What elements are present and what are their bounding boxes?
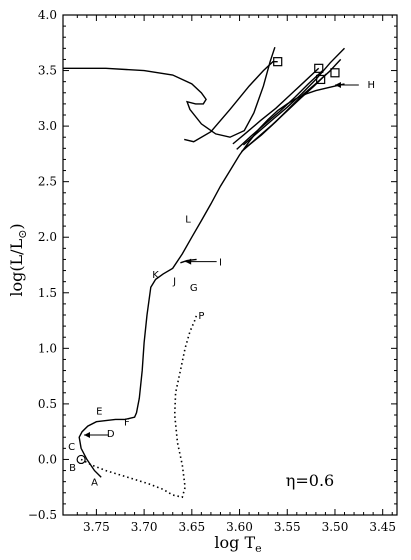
- arrow-head: [334, 82, 341, 88]
- x-tick-label: 3.55: [274, 520, 301, 534]
- point-label-b: B: [69, 463, 76, 474]
- point-label-j: J: [172, 277, 176, 288]
- y-tick-label: 0.0: [38, 452, 57, 466]
- track-line: [184, 61, 278, 143]
- x-axis-title: log Te: [214, 533, 261, 555]
- point-label-l: L: [185, 214, 191, 225]
- square-marker: [330, 68, 340, 78]
- arrow-head: [83, 432, 90, 438]
- point-label-p: P: [198, 311, 204, 322]
- point-label-e: E: [96, 407, 102, 418]
- square-marker: [316, 74, 326, 85]
- y-tick-label: 2.5: [38, 175, 57, 189]
- point-label-a: A: [91, 478, 98, 489]
- y-tick-label: 3.0: [38, 119, 57, 133]
- eta-annotation: η=0.6: [286, 471, 334, 490]
- track-line: [78, 83, 345, 478]
- evolutionary-tracks: [63, 46, 345, 499]
- track-line: [232, 67, 320, 145]
- y-axis-title-sub: ⊙: [16, 230, 29, 239]
- y-axis-title: log(L/L⊙): [7, 223, 29, 296]
- y-tick-label: 0.5: [38, 397, 57, 411]
- axes: 3.75 3.70 3.65 3.60 3.55 3.50 3.45 −0.5 0.0 0.5 1.…: [28, 8, 398, 534]
- y-tick-label: 2.0: [38, 230, 57, 244]
- point-label-c: C: [68, 442, 75, 453]
- y-tick-label: 3.5: [38, 64, 57, 78]
- y-tick-label: −0.5: [28, 508, 57, 522]
- point-label-k: K: [152, 270, 159, 281]
- y-axis-title-close: ): [7, 223, 26, 229]
- x-tick-label: 3.45: [369, 520, 396, 534]
- track-line: [245, 58, 342, 148]
- arrow-head: [185, 258, 192, 265]
- y-tick-label: 1.0: [38, 341, 57, 355]
- point-label-i: I: [219, 258, 222, 269]
- square-marker: [273, 57, 283, 67]
- point-label-f: F: [124, 418, 130, 429]
- x-tick-label: 3.50: [322, 520, 349, 534]
- y-tick-label: 1.5: [38, 286, 57, 300]
- x-axis-title-sub: e: [255, 542, 262, 555]
- y-axis-title-main: log(L/L: [7, 238, 26, 296]
- y-tick-label: 4.0: [38, 8, 57, 22]
- track-line: [236, 70, 324, 150]
- point-label-d: D: [107, 429, 115, 440]
- circle-marker: [76, 454, 86, 465]
- x-tick-label: 3.70: [131, 520, 158, 534]
- track-line: [180, 258, 197, 264]
- point-label-h: H: [367, 80, 375, 91]
- point-labels: A BC DE F G H I J K L P: [68, 80, 375, 489]
- track-line: [63, 46, 276, 138]
- markers: [76, 57, 340, 465]
- square-marker: [314, 63, 324, 73]
- x-tick-label: 3.60: [226, 520, 253, 534]
- x-tick-label: 3.75: [83, 520, 110, 534]
- x-axis-title-main: log T: [214, 533, 255, 552]
- arrows: [83, 82, 359, 438]
- track-line: [242, 47, 345, 146]
- x-tick-label: 3.65: [178, 520, 205, 534]
- point-label-g: G: [190, 283, 198, 294]
